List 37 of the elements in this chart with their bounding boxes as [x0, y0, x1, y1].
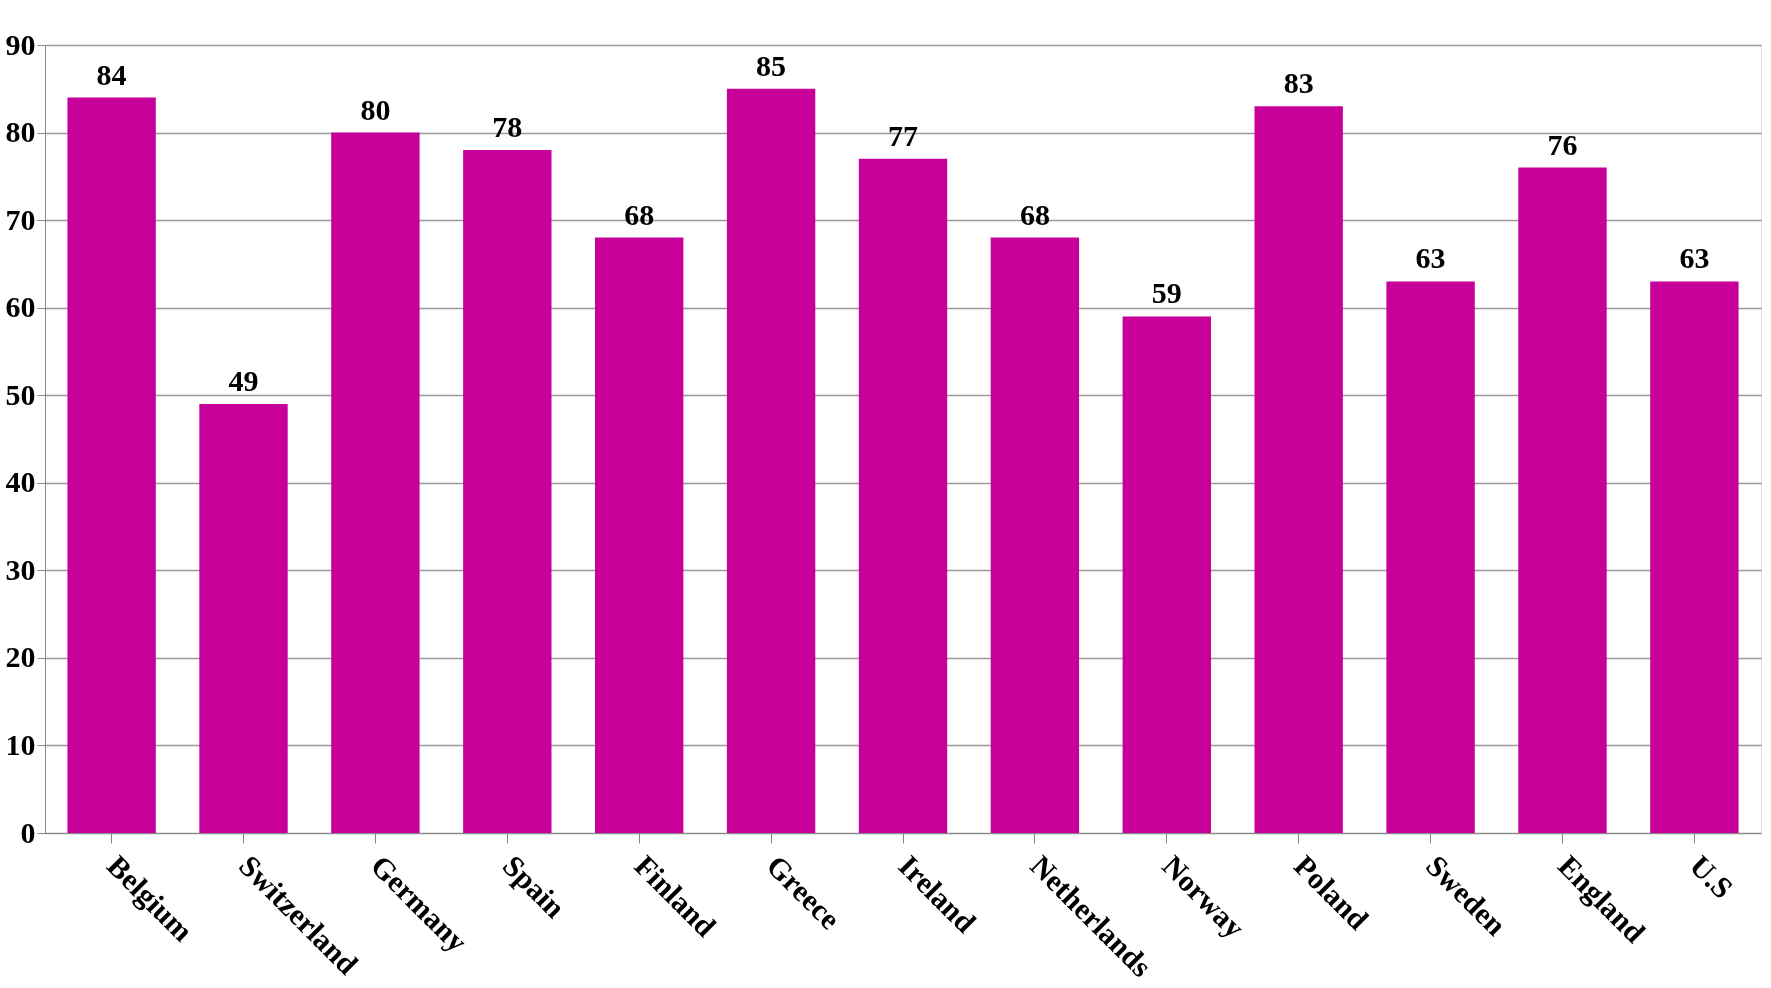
data-label: 49 — [228, 363, 259, 397]
bar — [199, 403, 288, 833]
y-tick-label: 30 — [5, 552, 36, 586]
bar — [1254, 106, 1343, 833]
bar — [67, 97, 156, 833]
y-tick-label: 80 — [5, 115, 36, 149]
data-label: 68 — [624, 197, 655, 231]
bar — [463, 150, 552, 833]
y-tick-label: 90 — [5, 27, 36, 61]
bar — [1386, 281, 1475, 833]
data-label: 84 — [96, 57, 127, 91]
bar — [990, 237, 1080, 833]
y-tick-label: 70 — [5, 202, 36, 236]
bar — [726, 88, 816, 833]
data-label: 76 — [1547, 127, 1578, 161]
bar — [1518, 167, 1607, 833]
y-tick-label: 10 — [5, 727, 36, 761]
data-label: 59 — [1151, 276, 1182, 310]
bar — [1122, 316, 1211, 833]
data-label: 85 — [756, 48, 787, 82]
y-tick-label: 0 — [20, 815, 36, 849]
x-tick-label: U.S — [1683, 848, 1740, 905]
y-tick-label: 60 — [5, 290, 36, 324]
data-label: 80 — [360, 92, 391, 126]
bar — [1650, 281, 1739, 833]
data-label: 68 — [1019, 197, 1050, 231]
data-label: 77 — [888, 118, 918, 152]
data-label: 63 — [1679, 241, 1710, 275]
data-label: 83 — [1283, 66, 1314, 100]
data-label: 78 — [492, 110, 523, 144]
y-tick-label: 20 — [5, 640, 36, 674]
y-tick-label: 50 — [5, 377, 36, 411]
bar — [331, 132, 420, 833]
bar — [858, 158, 948, 833]
bar — [595, 237, 684, 833]
y-tick-label: 40 — [5, 465, 36, 499]
data-label: 63 — [1415, 241, 1446, 275]
